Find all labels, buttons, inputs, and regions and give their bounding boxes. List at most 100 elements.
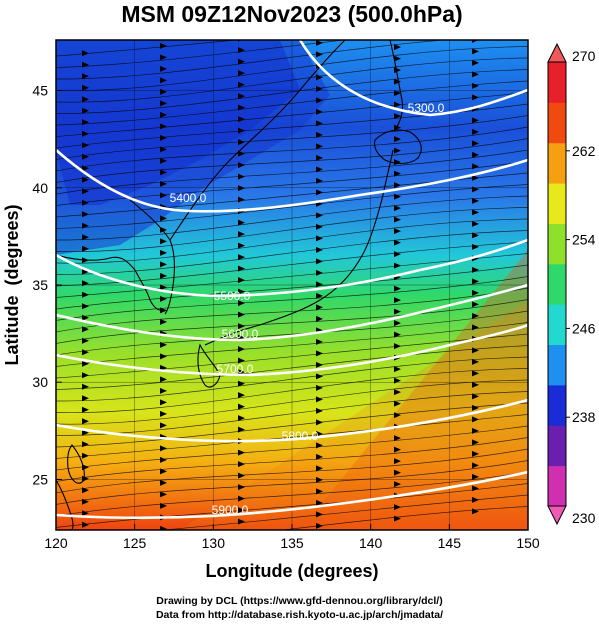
coastline-china-south: [56, 479, 74, 530]
wind-arrow: [316, 522, 323, 529]
streamline: [56, 379, 528, 425]
wind-arrow: [160, 410, 167, 417]
contour-label: 5400.0: [170, 191, 207, 205]
streamline: [56, 184, 528, 229]
wind-arrow: [238, 219, 245, 226]
wind-arrow: [238, 104, 245, 111]
wind-arrow: [82, 487, 89, 494]
colorbar-frame: [547, 61, 567, 507]
wind-arrow: [238, 300, 245, 307]
wind-arrow: [316, 304, 323, 311]
streamline: [56, 402, 528, 448]
coastline-taiwan: [67, 444, 85, 484]
wind-arrow: [238, 277, 245, 284]
wind-arrow: [394, 170, 401, 177]
wind-arrow: [82, 533, 89, 539]
wind-arrow: [472, 48, 479, 55]
y-axis-label: Latitude (degrees): [2, 204, 22, 365]
wind-arrow: [316, 396, 323, 403]
colorbar-segment: [548, 102, 566, 144]
wind-arrow: [238, 162, 245, 169]
wind-arrow: [472, 174, 479, 181]
wind-arrow: [238, 392, 245, 399]
wind-arrow: [316, 258, 323, 265]
wind-arrow: [160, 123, 167, 130]
wind-arrow: [238, 47, 245, 54]
streamline: [56, 40, 348, 68]
streamline: [56, 437, 528, 482]
wind-arrow: [472, 71, 479, 78]
wind-arrow: [316, 269, 323, 276]
wind-arrow: [394, 182, 401, 189]
wind-arrow: [238, 70, 245, 77]
wind-arrow: [82, 510, 89, 517]
wind-arrow: [160, 272, 167, 279]
y-tick-label: 45: [32, 83, 48, 99]
wind-arrow: [82, 337, 89, 344]
wind-arrow: [394, 251, 401, 258]
wind-arrow: [316, 166, 323, 173]
x-axis-ticks: 120 125 130 135 140 145 150: [44, 524, 540, 551]
wind-arrow: [472, 508, 479, 515]
wind-arrow: [316, 131, 323, 138]
wind-arrow: [238, 116, 245, 123]
wind-arrow: [82, 360, 89, 367]
wind-arrow: [238, 461, 245, 468]
wind-arrow: [472, 243, 479, 250]
wind-arrow: [238, 495, 245, 502]
x-axis-label: Longitude (degrees): [205, 561, 378, 581]
wind-arrow: [472, 220, 479, 227]
wind-arrow: [160, 192, 167, 199]
wind-arrow: [160, 376, 167, 383]
chart-title: MSM 09Z12Nov2023 (500.0hPa): [121, 1, 462, 27]
x-tick-label: 120: [44, 535, 68, 551]
wind-arrow: [238, 484, 245, 491]
height-contours: 5300.0 5400.0 5500.0 5600.0 5700.0 5800.0 5900…: [56, 40, 528, 520]
streamlines: [56, 40, 528, 539]
streamline: [56, 115, 528, 160]
streamline: [56, 345, 528, 390]
colorbar-tick-label: 254: [572, 232, 596, 248]
wind-arrow: [238, 139, 245, 146]
wind-arrow: [472, 370, 479, 377]
wind-arrow: [394, 446, 401, 453]
streamline: [56, 460, 528, 505]
wind-arrow: [238, 518, 245, 525]
streamline: [56, 69, 528, 114]
wind-arrow: [160, 295, 167, 302]
streamline: [56, 40, 448, 80]
wind-arrow: [82, 199, 89, 206]
wind-arrow: [238, 472, 245, 479]
x-tick-label: 130: [202, 535, 226, 551]
wind-arrow: [160, 249, 167, 256]
wind-arrow: [394, 400, 401, 407]
wind-arrow: [394, 435, 401, 442]
plot-area: 5300.0 5400.0 5500.0 5600.0 5700.0 5800.0 5900…: [56, 40, 528, 539]
wind-arrow: [82, 188, 89, 195]
wind-arrow: [316, 453, 323, 460]
streamline: [56, 448, 528, 494]
streamline: [56, 126, 528, 172]
wind-arrow: [316, 40, 323, 46]
wind-arrow: [160, 364, 167, 371]
wind-arrow: [160, 502, 167, 509]
streamline: [56, 264, 528, 310]
wind-arrow: [316, 177, 323, 184]
wind-arrow: [472, 209, 479, 216]
wind-arrow: [238, 311, 245, 318]
wind-arrow: [316, 338, 323, 345]
colorbar-segment: [548, 425, 566, 467]
wind-arrow: [82, 418, 89, 425]
wind-arrow: [394, 78, 401, 85]
wind-arrow: [82, 176, 89, 183]
wind-arrow: [160, 261, 167, 268]
wind-arrow: [394, 515, 401, 522]
wind-arrow: [394, 113, 401, 120]
wind-arrow: [160, 445, 167, 452]
wind-arrow: [316, 315, 323, 322]
height-contour: [56, 323, 528, 377]
wind-arrow: [82, 142, 89, 149]
wind-arrow: [472, 416, 479, 423]
wind-arrow: [160, 399, 167, 406]
colorbar-segment: [548, 62, 566, 103]
